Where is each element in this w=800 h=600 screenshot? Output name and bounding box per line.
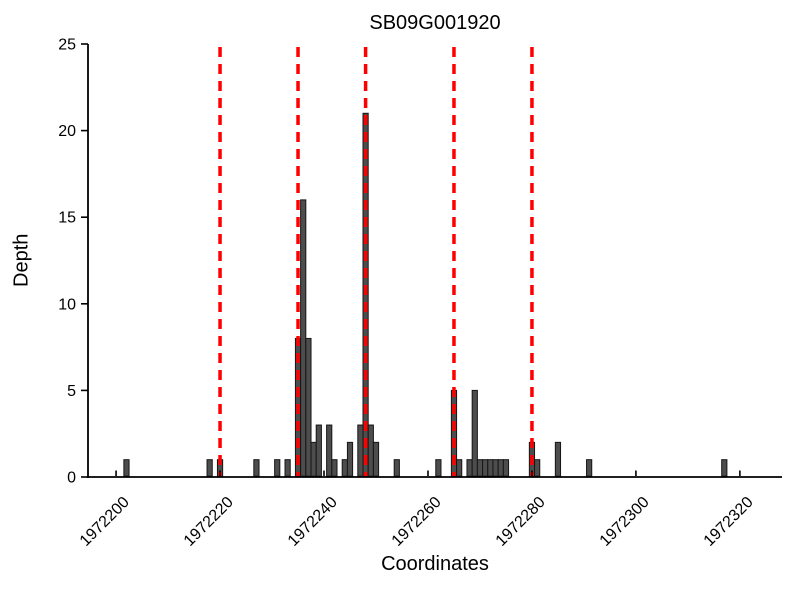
y-tick-label: 20 [58, 123, 76, 140]
y-tick-label: 10 [58, 296, 76, 313]
depth-bar [456, 459, 463, 477]
chart-title: SB09G001920 [369, 12, 501, 34]
x-tick-label: 1972200 [77, 494, 133, 550]
depth-bar [721, 459, 728, 477]
depth-bar [534, 459, 541, 477]
depth-bar [284, 459, 291, 477]
x-tick-label: 1972220 [181, 494, 237, 550]
depth-bar [497, 459, 504, 477]
x-tick-label: 1972260 [389, 494, 445, 550]
depth-bar [310, 441, 317, 477]
depth-bar [367, 424, 374, 477]
depth-bar [487, 459, 494, 477]
depth-bar [123, 459, 130, 477]
depth-bar [435, 459, 442, 477]
depth-bar [274, 459, 281, 477]
depth-bar [471, 389, 478, 477]
depth-bar [482, 459, 489, 477]
x-tick-label: 1972300 [597, 494, 653, 550]
depth-bar [326, 424, 333, 477]
x-axis-label: Coordinates [381, 553, 489, 575]
depth-bar [253, 459, 260, 477]
depth-bar [476, 459, 484, 477]
y-tick-label: 25 [58, 37, 76, 54]
x-tick-label: 1972320 [701, 494, 757, 550]
depth-bar [300, 199, 307, 477]
y-tick-label: 0 [67, 470, 76, 487]
depth-bar [315, 424, 322, 477]
depth-bar [466, 459, 473, 477]
x-tick-label: 1972280 [493, 494, 549, 550]
depth-bar [586, 459, 593, 477]
depth-bar [492, 459, 499, 477]
depth-bar [502, 459, 510, 477]
depth-bar [372, 441, 380, 477]
depth-bar [346, 441, 354, 477]
depth-bar [331, 459, 338, 477]
depth-bar [554, 441, 562, 477]
depth-bar [357, 424, 364, 477]
y-tick-label: 5 [67, 383, 76, 400]
depth-bar [393, 459, 400, 477]
depth-bar [206, 459, 213, 477]
depth-bar [305, 337, 312, 477]
x-tick-label: 1972240 [285, 494, 341, 550]
depth-bar [341, 459, 348, 477]
y-tick-label: 15 [58, 210, 76, 227]
